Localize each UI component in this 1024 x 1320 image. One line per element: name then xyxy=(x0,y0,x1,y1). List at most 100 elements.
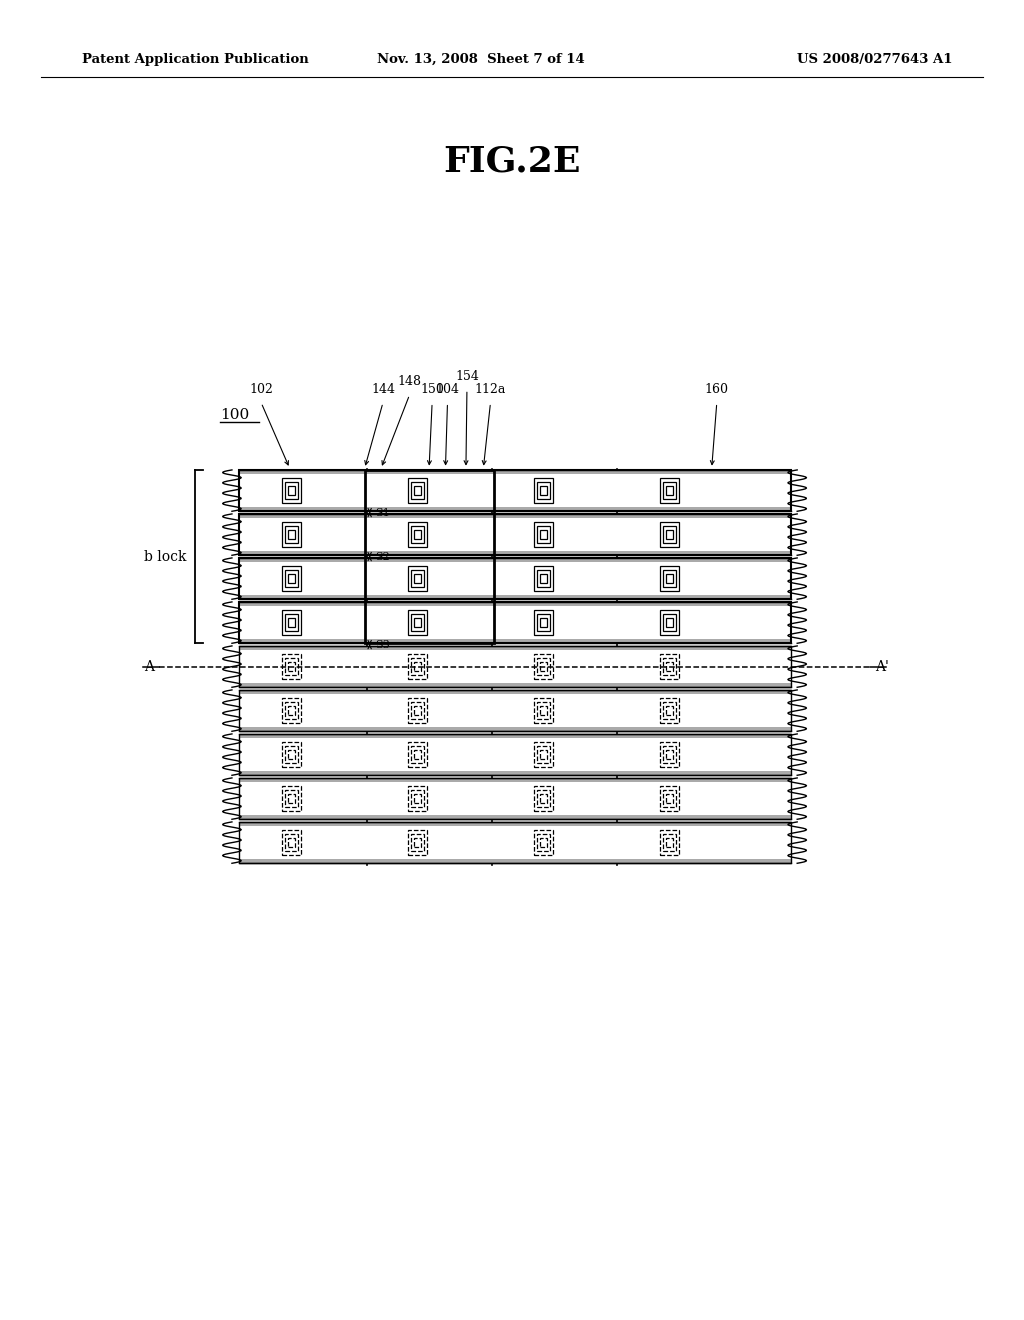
Text: 102: 102 xyxy=(249,383,273,396)
Bar xyxy=(239,602,791,643)
Text: S1: S1 xyxy=(375,508,389,517)
Bar xyxy=(660,655,679,678)
Bar xyxy=(415,663,421,671)
Bar xyxy=(239,639,791,643)
Bar xyxy=(409,610,427,635)
Bar xyxy=(535,698,553,723)
Bar xyxy=(415,750,421,759)
Bar xyxy=(239,822,791,863)
Bar xyxy=(239,513,791,556)
Bar xyxy=(535,523,553,546)
Bar xyxy=(283,610,301,635)
Bar xyxy=(412,702,424,719)
Bar xyxy=(286,834,298,851)
Bar xyxy=(239,645,791,649)
Bar xyxy=(239,507,791,511)
Bar xyxy=(667,618,673,627)
Bar xyxy=(409,698,427,723)
Bar xyxy=(239,558,791,562)
Text: S2: S2 xyxy=(375,552,389,561)
Bar xyxy=(412,482,424,499)
Bar xyxy=(664,482,676,499)
Bar xyxy=(283,787,301,810)
Bar xyxy=(289,706,295,715)
Bar xyxy=(239,645,791,688)
Text: A': A' xyxy=(876,660,890,673)
Bar xyxy=(667,750,673,759)
Text: Patent Application Publication: Patent Application Publication xyxy=(82,53,308,66)
Bar xyxy=(541,574,547,583)
Bar xyxy=(535,566,553,591)
Text: A: A xyxy=(143,660,154,673)
Bar xyxy=(289,750,295,759)
Bar xyxy=(286,746,298,763)
Bar xyxy=(415,486,421,495)
Bar xyxy=(239,822,791,863)
Bar xyxy=(660,566,679,591)
Bar xyxy=(541,486,547,495)
Bar xyxy=(667,663,673,671)
Bar xyxy=(412,746,424,763)
Bar xyxy=(538,614,550,631)
Bar xyxy=(283,742,301,767)
Bar xyxy=(286,527,298,543)
Bar xyxy=(538,702,550,719)
Bar xyxy=(660,830,679,855)
Text: b lock: b lock xyxy=(143,549,186,564)
Bar xyxy=(239,684,791,688)
Bar xyxy=(538,791,550,807)
Bar xyxy=(239,513,791,517)
Bar xyxy=(239,470,791,511)
Bar xyxy=(412,570,424,587)
Text: 112a: 112a xyxy=(475,383,506,396)
Text: Nov. 13, 2008  Sheet 7 of 14: Nov. 13, 2008 Sheet 7 of 14 xyxy=(378,53,585,66)
Bar xyxy=(538,527,550,543)
Bar xyxy=(239,552,791,556)
Bar xyxy=(289,574,295,583)
Bar xyxy=(286,570,298,587)
Bar xyxy=(286,791,298,807)
Bar xyxy=(415,618,421,627)
Bar xyxy=(409,655,427,678)
Bar xyxy=(541,706,547,715)
Bar xyxy=(412,614,424,631)
Bar xyxy=(541,795,547,803)
Bar xyxy=(412,659,424,675)
Bar xyxy=(289,663,295,671)
Bar xyxy=(239,822,791,826)
Bar xyxy=(664,702,676,719)
Bar xyxy=(239,727,791,731)
Bar xyxy=(239,558,791,599)
Bar xyxy=(412,527,424,543)
Text: 104: 104 xyxy=(435,383,460,396)
Bar xyxy=(660,742,679,767)
Bar xyxy=(239,771,791,775)
Bar xyxy=(239,777,791,781)
Bar xyxy=(535,787,553,810)
Bar xyxy=(239,734,791,775)
Bar xyxy=(664,659,676,675)
Bar xyxy=(660,698,679,723)
Bar xyxy=(541,531,547,539)
Bar xyxy=(239,602,791,606)
Text: US 2008/0277643 A1: US 2008/0277643 A1 xyxy=(797,53,952,66)
Bar xyxy=(415,795,421,803)
Bar xyxy=(239,558,791,599)
Bar xyxy=(664,527,676,543)
Bar xyxy=(538,834,550,851)
Bar xyxy=(365,470,494,643)
Text: S3: S3 xyxy=(375,640,389,649)
Bar xyxy=(239,602,791,643)
Bar xyxy=(538,482,550,499)
Bar xyxy=(415,531,421,539)
Bar xyxy=(660,610,679,635)
Bar xyxy=(289,618,295,627)
Bar xyxy=(664,614,676,631)
Bar xyxy=(239,470,791,511)
Bar xyxy=(660,523,679,546)
Bar xyxy=(283,566,301,591)
Bar xyxy=(541,838,547,847)
Bar xyxy=(239,513,791,556)
Text: 148: 148 xyxy=(397,375,422,388)
Bar xyxy=(415,706,421,715)
